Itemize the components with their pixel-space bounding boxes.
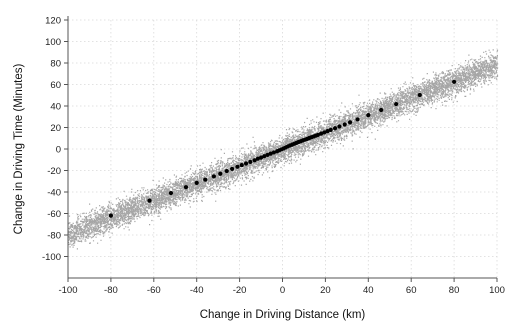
x-axis-title: Change in Driving Distance (km) bbox=[200, 309, 366, 321]
binned-mean-point bbox=[147, 198, 152, 203]
tick-labels: -100 -80 -60 -40 -20 0 20 40 60 80 100 -100 -80 -60 -4… bbox=[42, 15, 505, 296]
binned-mean-point bbox=[168, 190, 174, 196]
x-tick-label: 0 bbox=[280, 285, 285, 296]
y-tick-label: 120 bbox=[45, 15, 61, 26]
binned-mean-point bbox=[252, 158, 257, 163]
axes bbox=[64, 16, 498, 282]
y-tick-label: -80 bbox=[47, 230, 61, 241]
binned-mean-point bbox=[325, 129, 330, 134]
binned-mean-point bbox=[255, 156, 260, 161]
grid-lines bbox=[68, 19, 498, 278]
binned-mean-point bbox=[262, 154, 267, 159]
binned-mean-point bbox=[322, 130, 327, 135]
binned-mean-point bbox=[366, 113, 371, 118]
x-tick-label: 40 bbox=[363, 285, 374, 296]
binned-mean-point bbox=[194, 180, 199, 185]
y-tick-label: 40 bbox=[50, 101, 61, 112]
binned-mean-point bbox=[417, 92, 422, 98]
binned-means bbox=[108, 79, 457, 218]
binned-mean-point bbox=[203, 177, 208, 182]
binned-mean-point bbox=[271, 150, 277, 155]
binned-mean-point bbox=[265, 152, 270, 158]
y-tick-label: -40 bbox=[47, 187, 61, 198]
y-tick-label: 80 bbox=[50, 58, 61, 69]
binned-mean-point bbox=[379, 107, 384, 113]
binned-mean-point bbox=[328, 127, 333, 132]
binned-mean-point bbox=[108, 213, 113, 218]
x-tick-label: 60 bbox=[406, 285, 417, 296]
y-tick-label: 60 bbox=[50, 80, 61, 91]
x-tick-label: -20 bbox=[233, 285, 247, 296]
x-tick-label: 80 bbox=[449, 285, 460, 296]
y-axis-title: Change in Driving Time (Minutes) bbox=[13, 64, 25, 235]
binned-mean-point bbox=[355, 117, 360, 122]
binned-mean-point bbox=[243, 161, 249, 166]
binned-mean-point bbox=[315, 132, 320, 138]
binned-mean-point bbox=[211, 174, 216, 179]
binned-mean-point bbox=[218, 171, 223, 176]
x-tick-label: 100 bbox=[489, 285, 505, 296]
binned-mean-point bbox=[235, 164, 240, 169]
binned-mean-point bbox=[268, 151, 273, 156]
x-tick-label: -100 bbox=[58, 285, 77, 296]
binned-mean-point bbox=[347, 120, 353, 125]
binned-mean-point bbox=[337, 124, 342, 129]
binned-mean-point bbox=[224, 168, 229, 174]
y-tick-label: 0 bbox=[56, 144, 61, 155]
binned-mean-point bbox=[239, 163, 244, 168]
x-tick-label: -40 bbox=[190, 285, 204, 296]
y-tick-label: -100 bbox=[42, 252, 61, 263]
binned-mean-point bbox=[183, 185, 189, 190]
binned-mean-point bbox=[452, 79, 457, 84]
y-tick-label: 20 bbox=[50, 123, 61, 134]
binned-mean-point bbox=[229, 166, 235, 171]
binned-mean-point bbox=[248, 159, 253, 164]
binned-mean-point bbox=[394, 101, 399, 107]
binned-mean-point bbox=[342, 122, 347, 127]
y-tick-label: -20 bbox=[47, 166, 61, 177]
x-tick-label: -80 bbox=[104, 285, 118, 296]
y-tick-label: -60 bbox=[47, 209, 61, 220]
x-tick-label: -60 bbox=[147, 285, 161, 296]
x-tick-label: 20 bbox=[320, 285, 331, 296]
y-tick-label: 100 bbox=[45, 37, 61, 48]
binned-mean-point bbox=[319, 131, 324, 136]
binned-mean-point bbox=[258, 155, 264, 160]
binned-mean-point bbox=[332, 126, 338, 131]
